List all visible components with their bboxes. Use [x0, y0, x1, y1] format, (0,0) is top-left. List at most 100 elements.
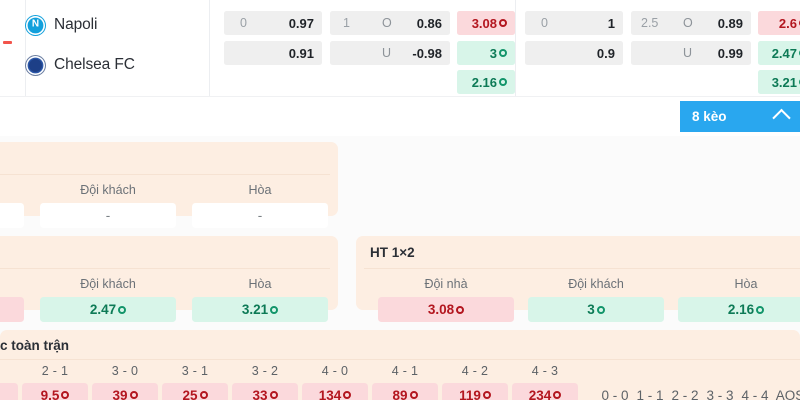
ht-col-head-draw: Hòa	[734, 277, 758, 291]
x12b-cell-draw[interactable]: 2.47	[758, 41, 800, 65]
ou2-side-r1: O	[683, 16, 693, 30]
overunder2-cell-r1[interactable]: 2.5 O 0.89	[631, 11, 751, 35]
score-value: 119	[442, 383, 508, 400]
score-value: 33	[232, 383, 298, 400]
handicap2-line-r1: 0	[541, 16, 548, 30]
value-draw-text: 3.21	[241, 302, 269, 317]
ou-value-r1: 0.86	[416, 15, 442, 31]
score-value: 9.5	[22, 383, 88, 400]
row-divider-mid	[515, 0, 516, 96]
trend-up-dot-icon	[118, 305, 127, 314]
handicap-line-r1: 0	[240, 16, 247, 30]
score-cell-draw[interactable]: x 1 - 1	[617, 364, 683, 400]
team-away[interactable]: Chelsea FC	[26, 48, 206, 82]
ou2-side-r2: U	[683, 46, 693, 60]
value-away[interactable]: 2.47	[40, 297, 176, 322]
x12b-cell-away[interactable]: 3.21	[758, 70, 800, 94]
team-home[interactable]: N Napoli	[26, 8, 206, 42]
trend-down-dot-icon	[343, 391, 352, 399]
handicap-value-r1: 0.97	[288, 15, 314, 31]
score-cell-draw[interactable]: x 0 - 0	[582, 364, 648, 400]
score-cell[interactable]: 2 - 1 9.5	[22, 364, 88, 400]
chelsea-crest-icon	[26, 55, 45, 75]
x12-home-value: 3.08	[471, 15, 497, 31]
markets-toggle-bar: 8 kèo	[0, 96, 800, 137]
value-away[interactable]: -	[40, 203, 176, 228]
score-value: 89	[372, 383, 438, 400]
ht-value-away-text: 3	[587, 302, 595, 317]
handicap-cell-r2[interactable]: 0.91	[224, 41, 322, 65]
ht-col-head-away: Đội khách	[568, 277, 624, 291]
trend-down-dot-icon	[553, 391, 562, 399]
score-cell-draw[interactable]: x 4 - 4	[722, 364, 788, 400]
col-head-away: Đội khách	[80, 277, 136, 291]
score-label: AOS	[775, 387, 800, 400]
panel-correct-score: c toàn trận 0 2 - 1 9.5 3 - 0 39 3 - 1 2…	[0, 330, 800, 400]
handicap-cell-r1[interactable]: 0 0.97	[224, 11, 322, 35]
odds-group-secondary: 0 1 2.5 O 0.89 2.6 0.9 U 0.99 2.47	[515, 0, 800, 96]
score-cell[interactable]: 3 - 0 39	[92, 364, 158, 400]
value-home[interactable]: -	[0, 203, 24, 228]
ou-side-r2: U	[382, 46, 392, 60]
trend-up-dot-icon	[499, 77, 507, 86]
score-label: 2 - 1	[41, 364, 69, 378]
x12-cell-draw[interactable]: 3	[457, 41, 515, 65]
score-label: 4 - 4	[741, 387, 769, 400]
ou-side-r1: O	[382, 16, 392, 30]
ht-value-draw[interactable]: 2.16	[678, 297, 800, 322]
panel-divider	[0, 174, 330, 175]
trend-down-dot-icon	[482, 391, 491, 399]
score-cell[interactable]: 4 - 0 134	[302, 364, 368, 400]
score-cell[interactable]: 4 - 3 234	[512, 364, 578, 400]
score-label: 3 - 1	[181, 364, 209, 378]
score-value	[0, 383, 18, 400]
col-head-draw: Hòa	[248, 183, 272, 197]
score-cell[interactable]: 4 - 1 89	[372, 364, 438, 400]
score-value: 39	[92, 383, 158, 400]
markets-count-toggle-button[interactable]: 8 kèo	[680, 101, 800, 132]
x12-cell-home[interactable]: 3.08	[457, 11, 515, 35]
ht-value-home[interactable]: 3.08	[378, 297, 514, 322]
trend-down-dot-icon	[456, 305, 465, 314]
score-label: 3 - 0	[111, 364, 139, 378]
row-divider-right	[209, 0, 210, 96]
trend-down-dot-icon	[269, 391, 278, 399]
score-cell-draw[interactable]: x 2 - 2	[652, 364, 718, 400]
trend-down-dot-icon	[129, 391, 138, 399]
handicap2-value-r1: 1	[607, 15, 615, 31]
trend-down-dot-icon	[199, 391, 208, 399]
value-draw[interactable]: -	[192, 203, 328, 228]
x12b-draw-value: 2.47	[771, 45, 797, 61]
panel-ht-1x2: HT 1×2 Đội nhà 3.08 Đội khách 3 Hòa 2.16	[356, 236, 800, 322]
napoli-crest-icon: N	[26, 15, 45, 35]
score-label: 4 - 0	[321, 364, 349, 378]
overunder2-cell-r2[interactable]: U 0.99	[631, 41, 751, 65]
score-label: 0	[0, 364, 18, 378]
handicap2-cell-r2[interactable]: 0.9	[525, 41, 623, 65]
x12b-away-value: 3.21	[771, 74, 797, 90]
overunder-cell-r1[interactable]: 1 O 0.86	[330, 11, 450, 35]
handicap2-cell-r1[interactable]: 0 1	[525, 11, 623, 35]
score-cell[interactable]: 4 - 2 119	[442, 364, 508, 400]
ou-line-r1: 1	[343, 16, 350, 30]
trend-down-dot-icon	[409, 391, 418, 399]
trend-down-dot-icon	[499, 18, 507, 27]
panel-divider	[364, 268, 800, 269]
panel-ht-title: HT 1×2	[370, 245, 415, 260]
value-home[interactable]	[0, 297, 24, 322]
overunder-cell-r2[interactable]: U -0.98	[330, 41, 450, 65]
ht-value-away[interactable]: 3	[528, 297, 664, 322]
chevron-up-icon	[772, 108, 791, 128]
value-draw[interactable]: 3.21	[192, 297, 328, 322]
score-cell-aos[interactable]: x AOS	[757, 364, 800, 400]
x12-cell-away[interactable]: 2.16	[457, 70, 515, 94]
score-value: 134	[302, 383, 368, 400]
score-cell[interactable]: 3 - 1 25	[162, 364, 228, 400]
score-value: 234	[512, 383, 578, 400]
score-cell[interactable]: 0	[0, 364, 18, 400]
score-cell-draw[interactable]: x 3 - 3	[687, 364, 753, 400]
score-cell[interactable]: 3 - 2 33	[232, 364, 298, 400]
trend-up-dot-icon	[499, 48, 507, 57]
score-label: 4 - 1	[391, 364, 419, 378]
x12b-cell-home[interactable]: 2.6	[758, 11, 800, 35]
